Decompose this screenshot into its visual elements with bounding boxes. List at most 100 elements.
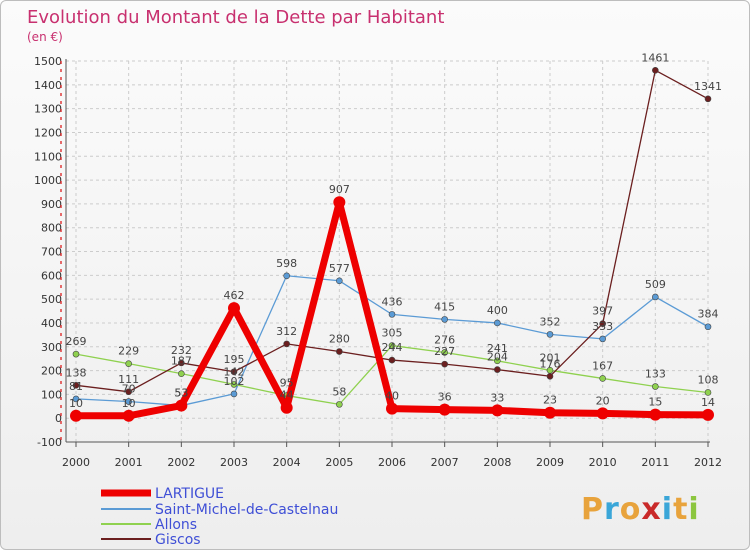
x-tick-label: 2004: [273, 456, 301, 469]
y-tick-label: 700: [41, 246, 62, 259]
y-tick-label: -100: [37, 436, 62, 449]
data-label-2: 95: [280, 377, 294, 390]
series-point-3: [546, 372, 554, 380]
x-tick-label: 2001: [115, 456, 143, 469]
series-point-0: [702, 408, 714, 421]
series-point-1: [441, 316, 448, 323]
series-point-2: [230, 381, 238, 388]
series-point-3: [178, 359, 185, 367]
logo-letter: i: [662, 492, 673, 527]
data-label-3: 204: [487, 351, 508, 364]
series-point-1: [336, 277, 343, 285]
x-tick-label: 2007: [431, 456, 459, 469]
data-label-3: 138: [66, 366, 87, 379]
y-tick-label: 300: [41, 341, 62, 354]
series-point-1: [704, 323, 712, 331]
data-label-3: 232: [171, 344, 192, 357]
series-point-0: [70, 409, 82, 422]
data-label-0: 40: [385, 390, 399, 403]
series-point-3: [72, 382, 80, 389]
series-point-0: [596, 407, 609, 420]
y-tick-label: 1100: [34, 150, 62, 163]
series-point-3: [494, 366, 501, 373]
legend-label-3: Giscos: [155, 532, 201, 548]
data-label-2: 201: [540, 351, 561, 364]
series-point-0: [491, 404, 504, 417]
series-point-1: [388, 311, 396, 318]
y-tick-label: 900: [41, 198, 62, 211]
data-label-0: 15: [648, 396, 662, 409]
data-label-3: 397: [592, 305, 613, 318]
data-label-1: 384: [698, 308, 719, 321]
y-tick-label: 200: [41, 365, 62, 378]
data-label-3: 195: [224, 353, 245, 366]
data-label-2: 167: [592, 359, 613, 372]
x-tick-label: 2006: [378, 456, 406, 469]
series-point-2: [652, 383, 659, 390]
series-point-3: [704, 95, 712, 103]
data-label-3: 227: [434, 345, 455, 358]
series-point-1: [283, 272, 290, 280]
data-label-0: 44: [280, 389, 294, 402]
legend-label-1: Saint-Michel-de-Castelnau: [155, 502, 338, 518]
data-label-2: 305: [382, 327, 403, 340]
logo-letter: t: [673, 492, 688, 527]
data-label-3: 312: [276, 325, 297, 338]
y-tick-label: 100: [41, 388, 62, 401]
data-label-3: 1341: [694, 80, 722, 93]
data-label-2: 108: [698, 373, 719, 386]
proxiti-logo: Proxiti: [581, 492, 700, 527]
data-label-1: 102: [224, 375, 245, 388]
data-label-2: 241: [487, 342, 508, 355]
data-label-1: 415: [434, 300, 455, 313]
y-tick-label: 500: [41, 293, 62, 306]
data-label-2: 58: [332, 385, 346, 398]
legend-label-0: LARTIGUE: [155, 486, 224, 502]
series-point-0: [228, 302, 240, 315]
chart-subtitle: (en €): [27, 30, 63, 44]
data-label-2: 269: [66, 335, 87, 348]
data-label-2: 276: [434, 333, 455, 346]
series-point-0: [122, 409, 135, 422]
x-tick-label: 2003: [220, 456, 248, 469]
data-label-1: 53: [174, 387, 188, 400]
series-point-1: [125, 398, 132, 405]
data-label-2: 142: [224, 365, 245, 378]
data-label-3: 1461: [641, 51, 669, 64]
y-tick-label: 600: [41, 269, 62, 282]
data-label-0: 462: [224, 289, 245, 302]
series-point-2: [178, 370, 185, 377]
data-label-0: 23: [543, 394, 557, 407]
series-point-1: [494, 319, 501, 327]
data-label-0: 36: [438, 391, 452, 404]
legend-label-2: Allons: [155, 517, 197, 533]
data-label-1: 577: [329, 262, 350, 275]
series-point-0: [544, 406, 556, 419]
series-point-0: [386, 402, 398, 415]
series-point-3: [230, 368, 238, 376]
data-label-3: 280: [329, 333, 350, 346]
series-point-2: [388, 342, 396, 349]
y-tick-label: 0: [55, 412, 62, 425]
data-label-3: 176: [540, 357, 561, 370]
series-point-3: [336, 348, 343, 355]
y-tick-label: 400: [41, 317, 62, 330]
data-label-0: 907: [329, 183, 350, 196]
x-tick-label: 2010: [589, 456, 617, 469]
chart-title: Evolution du Montant de la Dette par Hab…: [27, 7, 444, 28]
series-point-1: [599, 335, 606, 343]
y-tick-label: 1200: [34, 126, 62, 139]
series-point-0: [175, 399, 188, 412]
logo-letter: o: [620, 492, 642, 527]
y-tick-label: 1300: [34, 103, 62, 116]
series-point-1: [72, 395, 80, 403]
data-label-0: 14: [701, 396, 715, 409]
data-label-0: 53: [174, 387, 188, 400]
data-label-1: 333: [592, 320, 613, 333]
data-label-0: 20: [596, 394, 610, 407]
series-point-1: [230, 390, 238, 398]
data-label-1: 70: [122, 383, 136, 396]
series-point-3: [652, 66, 659, 74]
data-label-0: 10: [122, 397, 136, 410]
